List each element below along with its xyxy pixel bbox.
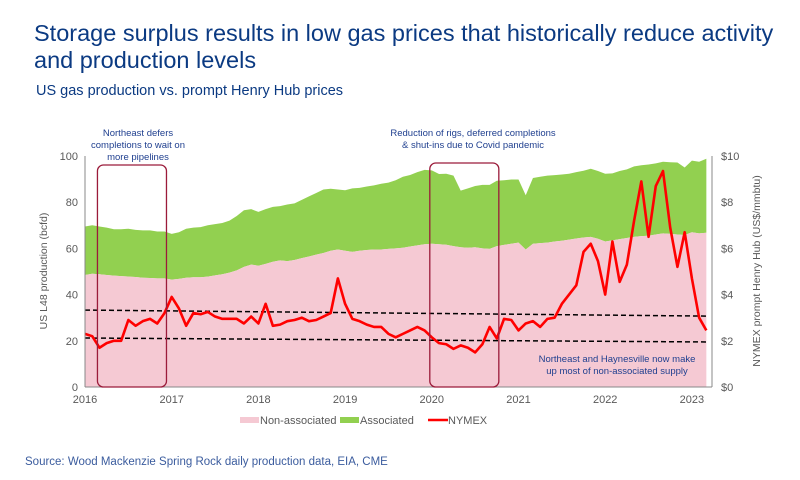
annotation-box-1	[96, 164, 168, 388]
nymex-line	[84, 169, 708, 354]
annotation-text-covid: Reduction of rigs, deferred completions	[390, 128, 556, 139]
y2-tick-label: $8	[721, 197, 733, 209]
annotation-text-supply: up most of non-associated supply	[546, 366, 688, 377]
associated-area	[85, 158, 707, 280]
x-tick-label: 2022	[593, 394, 617, 406]
legend-label: Non-associated	[260, 415, 336, 427]
y2-tick-label: $2	[721, 336, 733, 348]
annotation-text-northeast: Northeast defers	[103, 128, 173, 139]
y2-tick-label: $10	[721, 151, 739, 163]
annotation-text-northeast: more pipelines	[107, 152, 169, 163]
production-price-chart: 0 20 40 60 80 100 $0 $2 $4 $6 $8 $10 2016 2017 2018 201…	[38, 128, 763, 427]
y-tick-label: 0	[72, 382, 78, 394]
annotation-text-northeast: completions to wait on	[91, 140, 185, 151]
x-tick-label: 2023	[680, 394, 704, 406]
page-title: Storage surplus results in low gas price…	[34, 20, 774, 73]
annotation-box-2	[429, 162, 500, 388]
legend-label: Associated	[360, 415, 414, 427]
x-tick-label: 2019	[333, 394, 357, 406]
annotation-text-supply: Northeast and Haynesville now make	[539, 354, 696, 365]
y2-tick-label: $4	[721, 290, 733, 302]
y-tick-label: 80	[66, 197, 78, 209]
y-tick-label: 20	[66, 336, 78, 348]
y2-tick-label: $0	[721, 382, 733, 394]
y2-tick-label: $6	[721, 243, 733, 255]
x-tick-label: 2021	[506, 394, 530, 406]
y-axis-label: US L48 production (bcfd)	[38, 213, 50, 330]
y-tick-label: 60	[66, 243, 78, 255]
x-tick-label: 2016	[73, 394, 97, 406]
y-tick-label: 40	[66, 290, 78, 302]
source-note: Source: Wood Mackenzie Spring Rock daily…	[25, 456, 388, 468]
annotation-text-covid: & shut-ins due to Covid pandemic	[402, 140, 544, 151]
x-tick-label: 2018	[246, 394, 270, 406]
non-associated-area	[85, 232, 707, 387]
y-tick-label: 100	[60, 151, 78, 163]
legend-swatch-associated	[340, 417, 359, 423]
x-tick-label: 2017	[159, 394, 183, 406]
y2-axis-label: NYMEX prompt Henry Hub (US$/mmbtu)	[751, 175, 763, 366]
chart-subtitle: US gas production vs. prompt Henry Hub p…	[36, 83, 344, 99]
legend-swatch-non-associated	[240, 417, 259, 423]
legend-label: NYMEX	[448, 415, 488, 427]
x-tick-label: 2020	[420, 394, 444, 406]
